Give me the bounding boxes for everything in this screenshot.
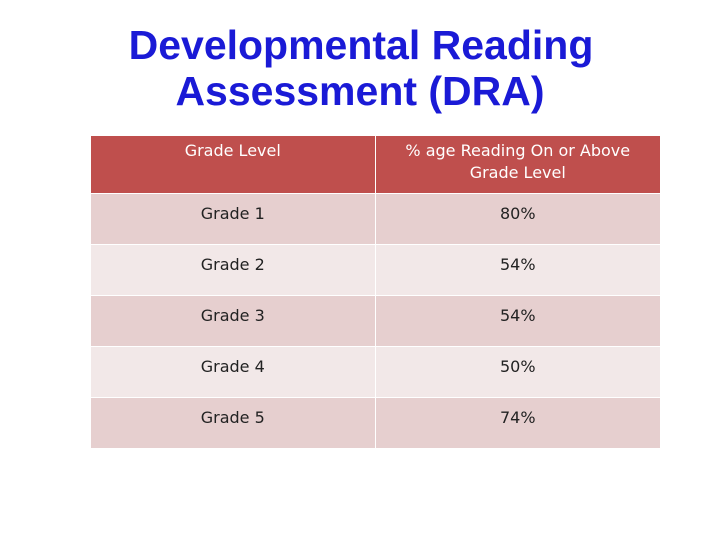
dra-table: Grade Level % age Reading On or Above Gr…	[91, 136, 660, 448]
header-percent-reading: % age Reading On or Above Grade Level	[374, 136, 660, 193]
table-header-row: Grade Level % age Reading On or Above Gr…	[91, 136, 660, 193]
table-row: Grade 2 54%	[91, 243, 660, 295]
cell-percent: 54%	[374, 294, 660, 346]
cell-grade: Grade 2	[91, 243, 375, 295]
table-row: Grade 5 74%	[91, 396, 660, 448]
cell-percent: 50%	[374, 345, 660, 397]
cell-grade: Grade 4	[91, 345, 375, 397]
cell-grade: Grade 3	[91, 294, 375, 346]
cell-grade: Grade 5	[91, 396, 375, 448]
table-row: Grade 4 50%	[91, 345, 660, 397]
title-line-2: Assessment (DRA)	[175, 68, 545, 114]
slide-title: Developmental Reading Assessment (DRA)	[0, 22, 720, 114]
cell-percent: 54%	[374, 243, 660, 295]
title-line-1: Developmental Reading	[128, 22, 594, 68]
cell-grade: Grade 1	[91, 192, 375, 244]
table-row: Grade 3 54%	[91, 294, 660, 346]
cell-percent: 74%	[374, 396, 660, 448]
table-row: Grade 1 80%	[91, 192, 660, 244]
cell-percent: 80%	[374, 192, 660, 244]
header-grade-level: Grade Level	[91, 136, 375, 193]
